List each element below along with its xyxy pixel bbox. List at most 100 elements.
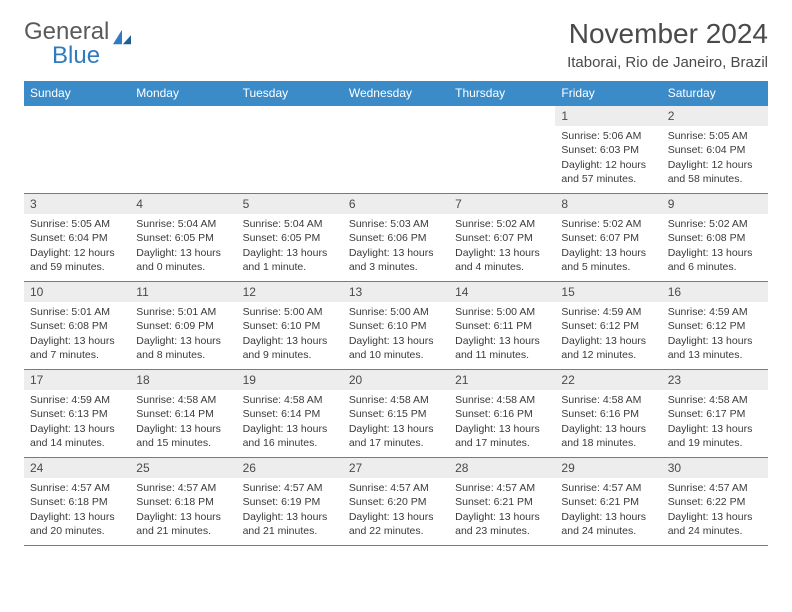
calendar-cell: 20Sunrise: 4:58 AMSunset: 6:15 PMDayligh… bbox=[343, 370, 449, 458]
calendar-cell bbox=[343, 106, 449, 194]
daylight-line: Daylight: 13 hours and 13 minutes. bbox=[668, 334, 762, 362]
sunrise-line: Sunrise: 4:58 AM bbox=[136, 393, 230, 407]
empty-daynum bbox=[449, 106, 555, 126]
day-number: 16 bbox=[662, 282, 768, 302]
sunrise-line: Sunrise: 5:00 AM bbox=[349, 305, 443, 319]
sunset-line: Sunset: 6:06 PM bbox=[349, 231, 443, 245]
day-body: Sunrise: 5:05 AMSunset: 6:04 PMDaylight:… bbox=[662, 126, 768, 188]
sunset-line: Sunset: 6:10 PM bbox=[349, 319, 443, 333]
daylight-line: Daylight: 13 hours and 21 minutes. bbox=[136, 510, 230, 538]
day-body: Sunrise: 4:58 AMSunset: 6:17 PMDaylight:… bbox=[662, 390, 768, 452]
sunset-line: Sunset: 6:19 PM bbox=[243, 495, 337, 509]
daylight-line: Daylight: 13 hours and 16 minutes. bbox=[243, 422, 337, 450]
calendar-cell: 19Sunrise: 4:58 AMSunset: 6:14 PMDayligh… bbox=[237, 370, 343, 458]
weekday-header: Monday bbox=[130, 81, 236, 106]
sunrise-line: Sunrise: 5:04 AM bbox=[243, 217, 337, 231]
sail-icon bbox=[111, 28, 133, 46]
daylight-line: Daylight: 12 hours and 58 minutes. bbox=[668, 158, 762, 186]
day-body: Sunrise: 4:58 AMSunset: 6:16 PMDaylight:… bbox=[449, 390, 555, 452]
sunset-line: Sunset: 6:07 PM bbox=[561, 231, 655, 245]
day-number: 11 bbox=[130, 282, 236, 302]
daylight-line: Daylight: 13 hours and 11 minutes. bbox=[455, 334, 549, 362]
sunrise-line: Sunrise: 4:57 AM bbox=[30, 481, 124, 495]
sunset-line: Sunset: 6:14 PM bbox=[243, 407, 337, 421]
day-number: 2 bbox=[662, 106, 768, 126]
sunrise-line: Sunrise: 4:57 AM bbox=[455, 481, 549, 495]
day-number: 20 bbox=[343, 370, 449, 390]
day-body: Sunrise: 4:59 AMSunset: 6:13 PMDaylight:… bbox=[24, 390, 130, 452]
empty-daynum bbox=[343, 106, 449, 126]
calendar-cell: 30Sunrise: 4:57 AMSunset: 6:22 PMDayligh… bbox=[662, 458, 768, 546]
calendar-cell: 23Sunrise: 4:58 AMSunset: 6:17 PMDayligh… bbox=[662, 370, 768, 458]
calendar-cell bbox=[449, 106, 555, 194]
day-body: Sunrise: 4:58 AMSunset: 6:14 PMDaylight:… bbox=[237, 390, 343, 452]
sunrise-line: Sunrise: 5:01 AM bbox=[30, 305, 124, 319]
daylight-line: Daylight: 13 hours and 21 minutes. bbox=[243, 510, 337, 538]
daylight-line: Daylight: 13 hours and 3 minutes. bbox=[349, 246, 443, 274]
sunrise-line: Sunrise: 4:58 AM bbox=[455, 393, 549, 407]
daylight-line: Daylight: 13 hours and 12 minutes. bbox=[561, 334, 655, 362]
day-number: 8 bbox=[555, 194, 661, 214]
calendar-table: SundayMondayTuesdayWednesdayThursdayFrid… bbox=[24, 81, 768, 546]
title-block: November 2024 Itaborai, Rio de Janeiro, … bbox=[567, 18, 768, 71]
sunrise-line: Sunrise: 5:01 AM bbox=[136, 305, 230, 319]
daylight-line: Daylight: 13 hours and 18 minutes. bbox=[561, 422, 655, 450]
day-number: 13 bbox=[343, 282, 449, 302]
calendar-cell: 25Sunrise: 4:57 AMSunset: 6:18 PMDayligh… bbox=[130, 458, 236, 546]
weekday-header: Wednesday bbox=[343, 81, 449, 106]
calendar-cell: 26Sunrise: 4:57 AMSunset: 6:19 PMDayligh… bbox=[237, 458, 343, 546]
day-number: 26 bbox=[237, 458, 343, 478]
day-body: Sunrise: 5:04 AMSunset: 6:05 PMDaylight:… bbox=[237, 214, 343, 276]
weekday-header: Tuesday bbox=[237, 81, 343, 106]
sunrise-line: Sunrise: 5:05 AM bbox=[30, 217, 124, 231]
day-body: Sunrise: 4:59 AMSunset: 6:12 PMDaylight:… bbox=[662, 302, 768, 364]
calendar-row: 1Sunrise: 5:06 AMSunset: 6:03 PMDaylight… bbox=[24, 106, 768, 194]
sunrise-line: Sunrise: 4:58 AM bbox=[561, 393, 655, 407]
day-body: Sunrise: 4:57 AMSunset: 6:20 PMDaylight:… bbox=[343, 478, 449, 540]
sunrise-line: Sunrise: 4:58 AM bbox=[668, 393, 762, 407]
month-title: November 2024 bbox=[567, 18, 768, 50]
sunrise-line: Sunrise: 5:06 AM bbox=[561, 129, 655, 143]
sunset-line: Sunset: 6:16 PM bbox=[561, 407, 655, 421]
calendar-cell: 1Sunrise: 5:06 AMSunset: 6:03 PMDaylight… bbox=[555, 106, 661, 194]
calendar-cell: 4Sunrise: 5:04 AMSunset: 6:05 PMDaylight… bbox=[130, 194, 236, 282]
day-body: Sunrise: 5:00 AMSunset: 6:11 PMDaylight:… bbox=[449, 302, 555, 364]
day-number: 29 bbox=[555, 458, 661, 478]
header: GeneralBlue November 2024 Itaborai, Rio … bbox=[24, 18, 768, 71]
day-body: Sunrise: 4:58 AMSunset: 6:16 PMDaylight:… bbox=[555, 390, 661, 452]
calendar-cell: 8Sunrise: 5:02 AMSunset: 6:07 PMDaylight… bbox=[555, 194, 661, 282]
day-body: Sunrise: 4:57 AMSunset: 6:21 PMDaylight:… bbox=[555, 478, 661, 540]
daylight-line: Daylight: 13 hours and 5 minutes. bbox=[561, 246, 655, 274]
daylight-line: Daylight: 13 hours and 24 minutes. bbox=[561, 510, 655, 538]
sunrise-line: Sunrise: 4:58 AM bbox=[349, 393, 443, 407]
daylight-line: Daylight: 13 hours and 4 minutes. bbox=[455, 246, 549, 274]
daylight-line: Daylight: 13 hours and 23 minutes. bbox=[455, 510, 549, 538]
day-body: Sunrise: 5:02 AMSunset: 6:08 PMDaylight:… bbox=[662, 214, 768, 276]
sunset-line: Sunset: 6:17 PM bbox=[668, 407, 762, 421]
daylight-line: Daylight: 13 hours and 22 minutes. bbox=[349, 510, 443, 538]
day-body: Sunrise: 4:57 AMSunset: 6:21 PMDaylight:… bbox=[449, 478, 555, 540]
brand-name-2: Blue bbox=[52, 42, 133, 70]
daylight-line: Daylight: 13 hours and 17 minutes. bbox=[455, 422, 549, 450]
day-body: Sunrise: 4:57 AMSunset: 6:19 PMDaylight:… bbox=[237, 478, 343, 540]
sunrise-line: Sunrise: 4:58 AM bbox=[243, 393, 337, 407]
day-number: 6 bbox=[343, 194, 449, 214]
sunrise-line: Sunrise: 5:03 AM bbox=[349, 217, 443, 231]
sunrise-line: Sunrise: 4:57 AM bbox=[349, 481, 443, 495]
sunset-line: Sunset: 6:18 PM bbox=[30, 495, 124, 509]
empty-daynum bbox=[237, 106, 343, 126]
daylight-line: Daylight: 13 hours and 1 minute. bbox=[243, 246, 337, 274]
day-body: Sunrise: 4:58 AMSunset: 6:14 PMDaylight:… bbox=[130, 390, 236, 452]
sunrise-line: Sunrise: 4:57 AM bbox=[136, 481, 230, 495]
calendar-cell: 11Sunrise: 5:01 AMSunset: 6:09 PMDayligh… bbox=[130, 282, 236, 370]
daylight-line: Daylight: 13 hours and 7 minutes. bbox=[30, 334, 124, 362]
sunrise-line: Sunrise: 4:59 AM bbox=[561, 305, 655, 319]
sunset-line: Sunset: 6:20 PM bbox=[349, 495, 443, 509]
calendar-cell bbox=[130, 106, 236, 194]
calendar-row: 3Sunrise: 5:05 AMSunset: 6:04 PMDaylight… bbox=[24, 194, 768, 282]
sunset-line: Sunset: 6:12 PM bbox=[561, 319, 655, 333]
weekday-header: Friday bbox=[555, 81, 661, 106]
sunset-line: Sunset: 6:09 PM bbox=[136, 319, 230, 333]
sunset-line: Sunset: 6:21 PM bbox=[561, 495, 655, 509]
sunrise-line: Sunrise: 4:57 AM bbox=[243, 481, 337, 495]
